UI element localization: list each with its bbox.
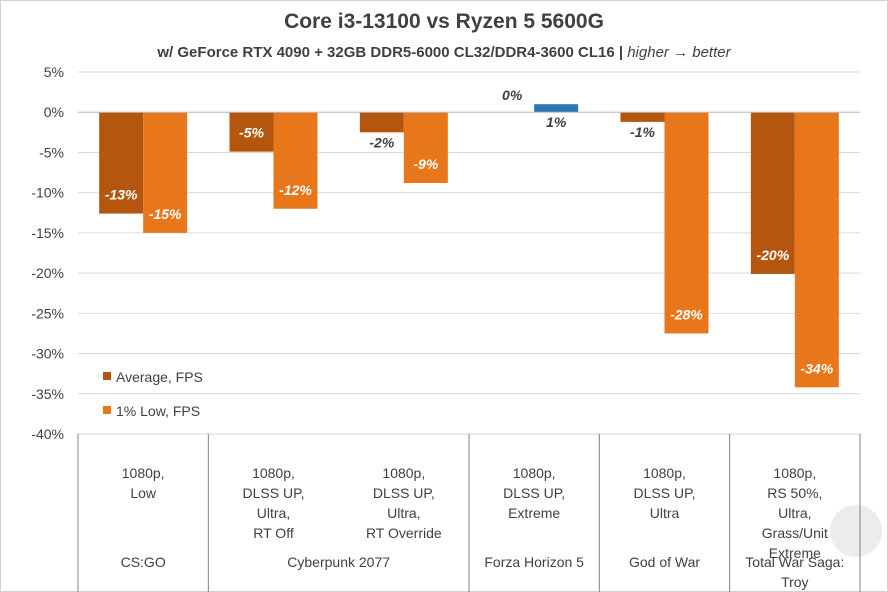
y-tick-label: -10% [31,185,64,201]
y-tick-label: -5% [39,144,64,160]
legend-label: Average, FPS [116,369,203,385]
category-label: 1080p, [252,465,295,481]
category-label: Ultra, [778,505,811,521]
subtitle-main: w/ GeForce RTX 4090 + 32GB DDR5-6000 CL3… [157,44,628,61]
category-label: 1080p, [773,465,816,481]
bar-average [359,112,404,133]
category-label: Extreme [508,505,560,521]
data-label: -28% [670,306,703,322]
data-label: -15% [149,206,182,222]
category-label: 1080p, [382,465,425,481]
category-label: 1080p, [122,465,165,481]
data-label: -9% [413,156,438,172]
category-label: Ultra, [257,505,290,521]
game-label: Total War Saga: [745,554,844,570]
data-label: -12% [279,182,312,198]
game-label: God of War [629,554,700,570]
y-tick-label: -15% [31,225,64,241]
y-tick-label: -20% [31,265,64,281]
data-label: -1% [630,124,655,140]
data-label: -20% [756,247,789,263]
game-label: Cyberpunk 2077 [287,554,390,570]
game-label: Troy [781,574,808,590]
category-label: 1080p, [643,465,686,481]
category-label: Low [130,485,157,501]
category-label: DLSS UP, [634,485,696,501]
bar-low [143,112,188,233]
data-label: -2% [369,134,394,150]
bar-average [750,112,795,274]
bar-average [620,112,665,122]
game-label: Forza Horizon 5 [484,554,584,570]
category-label: Ultra, [387,505,420,521]
category-label: DLSS UP, [503,485,565,501]
category-label: DLSS UP, [373,485,435,501]
bar-low [664,112,709,334]
chart-subtitle: w/ GeForce RTX 4090 + 32GB DDR5-6000 CL3… [0,44,888,61]
bar-low [403,112,448,184]
chart-title: Core i3-13100 vs Ryzen 5 5600G [284,10,604,33]
y-tick-label: -40% [31,426,64,442]
bar-average [99,112,144,214]
y-tick-label: 0% [44,104,64,120]
y-tick-label: -30% [31,346,64,362]
data-label: 0% [502,87,523,103]
category-label: Extreme [769,545,821,561]
y-tick-label: -35% [31,386,64,402]
data-label: -13% [105,187,138,203]
bar-average [229,112,274,152]
category-label: RT Override [366,525,442,541]
category-label: 1080p, [513,465,556,481]
legend-label: 1% Low, FPS [116,403,200,419]
y-tick-label: -25% [31,305,64,321]
legend-swatch [103,372,111,380]
bar-low [273,112,318,209]
subtitle-note: higher → better [627,44,731,61]
category-label: Grass/Unit [762,525,828,541]
data-label: 1% [546,114,567,130]
category-label: DLSS UP, [243,485,305,501]
y-tick-label: 5% [44,64,64,80]
watermark-logo [830,505,882,557]
category-label: RT Off [253,525,294,541]
bar-low [534,104,579,113]
category-label: RS 50%, [767,485,822,501]
bar-low [794,112,839,388]
legend-swatch [103,406,111,414]
category-label: Ultra [650,505,680,521]
game-label: CS:GO [121,554,166,570]
data-label: -34% [800,360,833,376]
data-label: -5% [239,125,264,141]
